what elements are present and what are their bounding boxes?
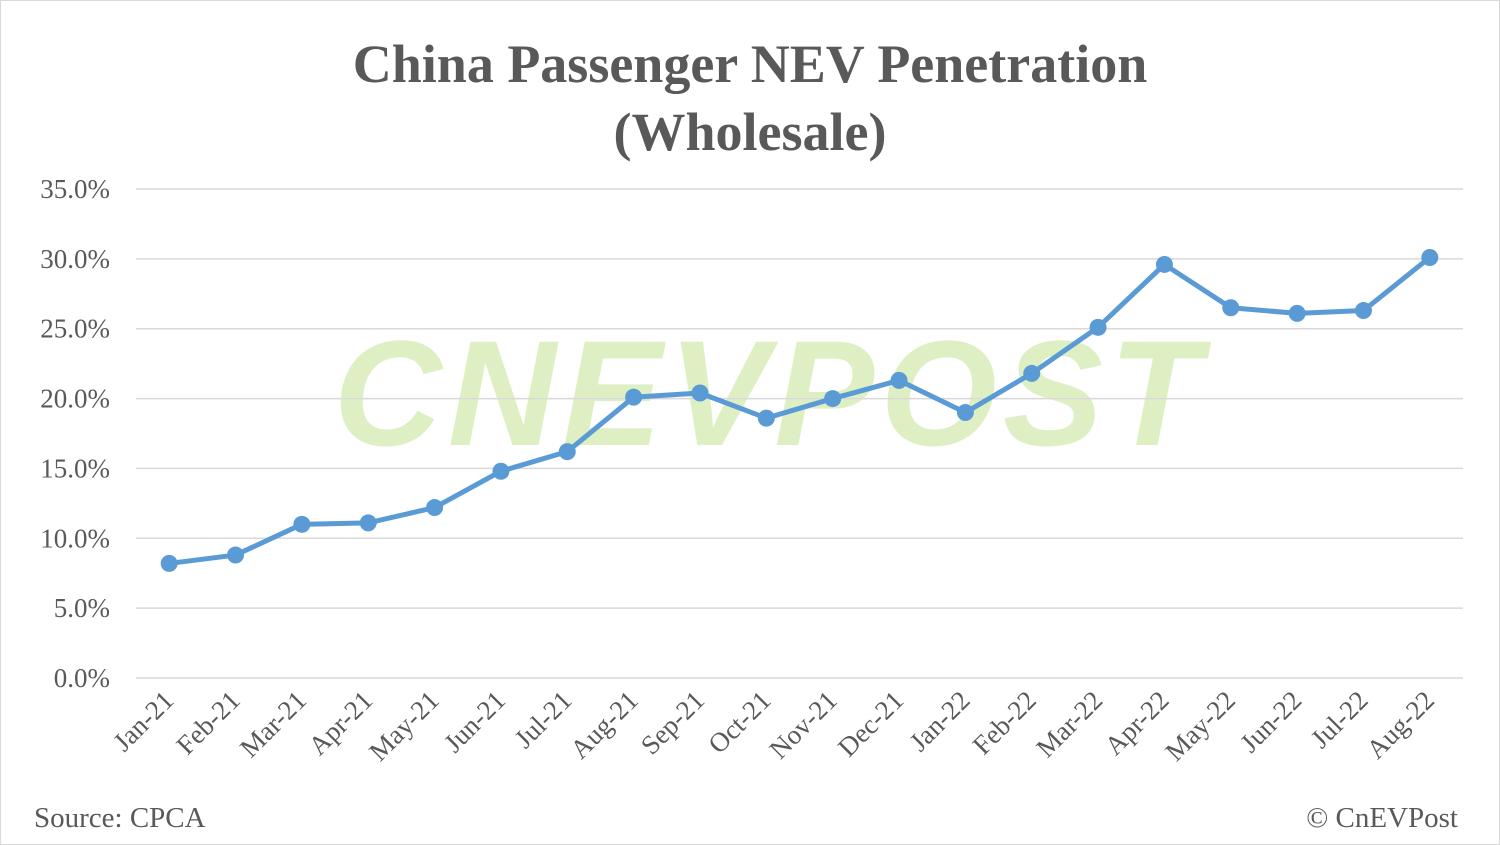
y-tick-label: 25.0% [40, 314, 110, 344]
data-point [1155, 255, 1173, 273]
y-tick-label: 5.0% [54, 593, 110, 623]
data-point [956, 404, 974, 422]
data-point [757, 409, 775, 427]
data-point [625, 388, 643, 406]
y-tick-label: 20.0% [40, 384, 110, 414]
source-label: Source: CPCA [34, 802, 206, 834]
data-point [1354, 302, 1372, 320]
data-point [824, 390, 842, 408]
chart-title: China Passenger NEV Penetration [353, 34, 1148, 94]
data-point [1288, 304, 1306, 322]
copyright-label: © CnEVPost [1306, 802, 1458, 834]
data-point [1089, 318, 1107, 336]
y-tick-label: 35.0% [40, 174, 110, 204]
data-point [492, 462, 510, 480]
data-point [293, 515, 311, 533]
chart-subtitle: (Wholesale) [614, 102, 887, 162]
data-point [227, 546, 245, 564]
data-point [558, 443, 576, 461]
y-tick-label: 10.0% [40, 523, 110, 553]
data-point [359, 514, 377, 532]
y-tick-label: 15.0% [40, 453, 110, 483]
watermark-logo: CNEVPOST [333, 309, 1212, 477]
data-point [426, 499, 444, 517]
y-tick-label: 0.0% [54, 663, 110, 693]
data-point [691, 384, 709, 402]
series-line [168, 255, 1432, 566]
data-point [1222, 299, 1240, 317]
y-tick-label: 30.0% [40, 244, 110, 274]
data-point [890, 371, 908, 389]
data-point [1421, 248, 1439, 266]
data-point [1023, 364, 1041, 382]
data-point [160, 554, 178, 572]
